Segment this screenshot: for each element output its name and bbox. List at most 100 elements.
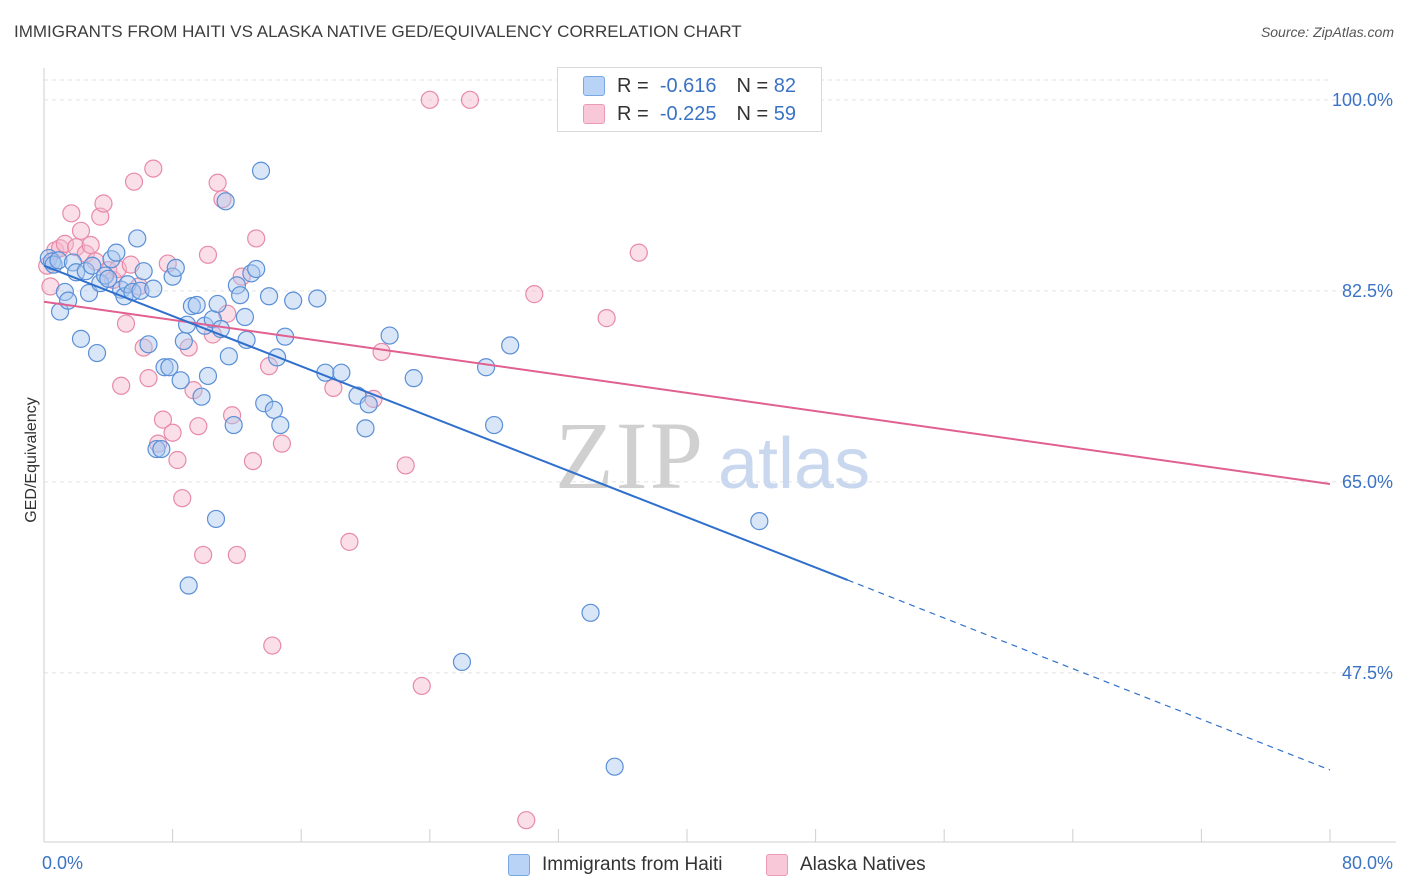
- legend-swatch-pink: [766, 854, 788, 876]
- data-point: [134, 262, 153, 281]
- data-point: [213, 190, 232, 209]
- data-point: [581, 603, 600, 622]
- data-point: [107, 243, 126, 262]
- data-point: [271, 415, 290, 435]
- data-point: [152, 439, 171, 459]
- n-value: 59: [773, 102, 797, 125]
- data-point: [144, 159, 163, 178]
- data-point: [208, 173, 227, 192]
- legend-swatch-blue: [508, 854, 530, 876]
- data-point: [476, 358, 496, 377]
- data-point: [192, 387, 211, 406]
- data-point: [173, 489, 192, 508]
- data-point: [224, 415, 243, 435]
- data-point: [166, 258, 185, 278]
- trend-line-haiti: [43, 264, 849, 581]
- data-point: [116, 314, 136, 333]
- data-point: [71, 221, 91, 240]
- data-point: [264, 400, 283, 419]
- data-point: [356, 419, 375, 438]
- data-point: [71, 329, 91, 348]
- data-point: [216, 192, 235, 211]
- data-point: [63, 253, 83, 272]
- swatch-pink: [583, 104, 605, 124]
- stats-row-pink: R = -0.225 N = 59: [583, 102, 796, 126]
- data-point: [263, 636, 282, 655]
- data-point: [272, 434, 292, 453]
- legend-label-haiti: Immigrants from Haiti: [542, 854, 723, 875]
- data-point: [247, 229, 266, 248]
- data-point: [147, 439, 166, 459]
- data-point: [243, 451, 263, 471]
- data-point: [99, 269, 118, 288]
- r-label: R =: [617, 102, 649, 125]
- data-point: [62, 204, 81, 223]
- data-point: [174, 331, 193, 351]
- data-point: [87, 343, 107, 363]
- data-point: [372, 342, 391, 362]
- y-tick-label: 100.0%: [1332, 90, 1393, 110]
- n-label: N =: [736, 74, 769, 97]
- data-point: [128, 229, 147, 248]
- data-point: [251, 161, 271, 180]
- stats-legend: R = -0.616 N = 82 R = -0.225 N = 59: [557, 67, 822, 132]
- data-point: [255, 394, 274, 413]
- data-point: [396, 456, 415, 475]
- data-point: [525, 285, 544, 304]
- legend-item-haiti: Immigrants from Haiti: [508, 852, 723, 878]
- data-point: [629, 243, 648, 262]
- data-point: [194, 545, 213, 565]
- trend-line-haiti-extension: [847, 579, 1331, 771]
- trend-line-alaska: [43, 300, 1331, 486]
- data-point: [179, 576, 198, 595]
- data-point: [160, 358, 179, 377]
- data-point: [139, 369, 158, 388]
- data-point: [247, 259, 266, 279]
- y-tick-label: 65.0%: [1342, 472, 1393, 492]
- axes: [43, 68, 1396, 843]
- data-point: [284, 291, 303, 310]
- data-point: [232, 267, 251, 286]
- data-point: [187, 295, 206, 315]
- data-point: [112, 376, 131, 395]
- data-point: [95, 266, 115, 285]
- data-point: [231, 286, 250, 305]
- x-tick-label-max: 80.0%: [1342, 853, 1393, 873]
- data-point: [227, 545, 246, 565]
- chart-title: IMMIGRANTS FROM HAITI VS ALASKA NATIVE G…: [14, 22, 742, 41]
- data-point: [412, 676, 431, 696]
- data-point: [83, 256, 102, 275]
- data-point: [460, 90, 480, 109]
- x-tick-label-min: 0.0%: [42, 853, 83, 873]
- data-point: [168, 450, 187, 470]
- data-point: [227, 276, 246, 295]
- y-tick-label: 47.5%: [1342, 663, 1393, 683]
- data-point: [81, 235, 100, 255]
- data-point: [153, 410, 173, 429]
- legend-item-alaska: Alaska Natives: [766, 852, 926, 878]
- data-point: [359, 395, 378, 414]
- data-point: [219, 347, 238, 366]
- data-point: [259, 287, 279, 306]
- data-point: [67, 238, 86, 257]
- data-point: [308, 289, 327, 308]
- data-point: [420, 90, 439, 109]
- data-point: [94, 194, 113, 213]
- watermark-atlas: atlas: [718, 424, 870, 504]
- data-point: [501, 336, 520, 355]
- data-point: [171, 371, 190, 390]
- data-point: [55, 234, 74, 253]
- y-axis-label: GED/Equivalency: [23, 397, 40, 522]
- data-point: [163, 423, 182, 442]
- n-value: 82: [773, 74, 797, 97]
- data-point: [189, 417, 208, 436]
- source-label: Source: ZipAtlas.com: [1260, 24, 1394, 40]
- n-label: N =: [736, 102, 769, 125]
- swatch-blue: [583, 76, 605, 96]
- data-point: [605, 757, 624, 776]
- data-point: [750, 512, 769, 531]
- trend-lines: [43, 264, 1331, 771]
- data-point: [155, 358, 174, 377]
- watermark: ZIP atlas: [555, 402, 870, 509]
